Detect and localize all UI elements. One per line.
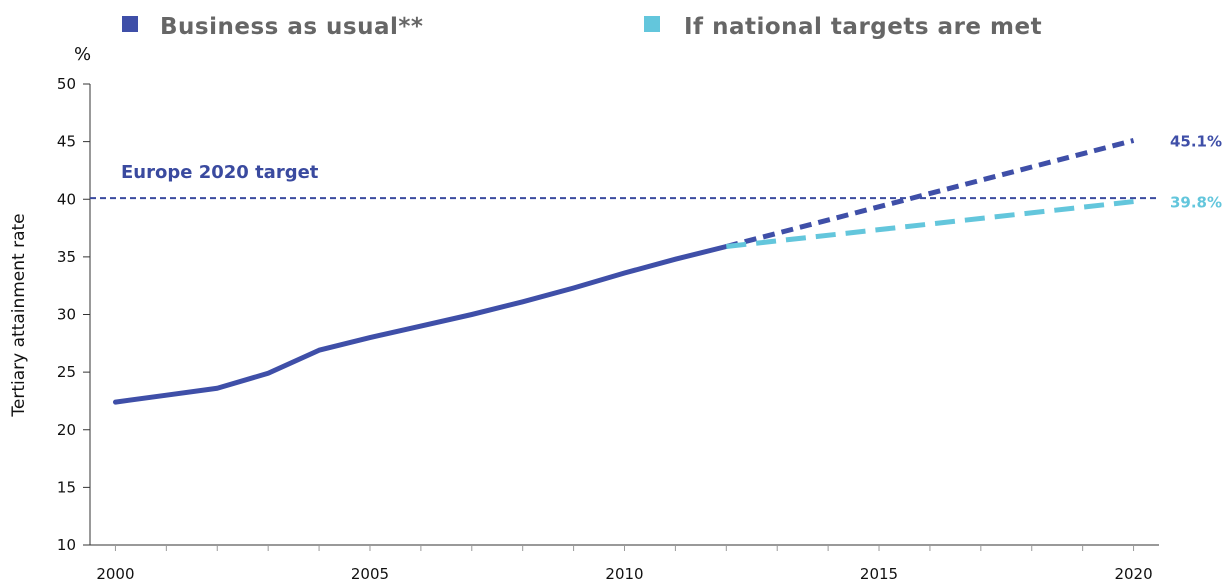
series-group xyxy=(112,138,1135,405)
series-2-point-0 xyxy=(725,245,728,248)
x-tick-label: 2005 xyxy=(351,565,389,581)
series-0-point-2 xyxy=(216,387,219,390)
y-tick-label: 15 xyxy=(57,478,76,496)
series-0-point-5 xyxy=(368,336,371,339)
europe-2020-target-label: Europe 2020 target xyxy=(121,162,319,183)
series-0-point-6 xyxy=(419,325,422,328)
series-0-point-1 xyxy=(165,394,168,397)
y-axis-unit-label: % xyxy=(74,44,91,65)
y-tick-label: 50 xyxy=(57,75,76,93)
x-tick-label: 2000 xyxy=(96,565,134,581)
legend-swatch-business-as-usual xyxy=(122,16,138,32)
end-label-1: 39.8% xyxy=(1170,194,1222,212)
x-axis-ticks: 2000 2005 2010 2015 2020 xyxy=(96,545,1153,581)
series-1-point-1 xyxy=(1132,139,1135,142)
y-tick-label: 35 xyxy=(57,248,76,266)
y-tick-label: 25 xyxy=(57,363,76,381)
y-tick-label: 20 xyxy=(57,421,76,439)
series-line-2 xyxy=(726,199,1134,249)
series-0-point-10 xyxy=(623,272,626,275)
legend-label-national-targets: If national targets are met xyxy=(684,14,1042,40)
series-0-point-4 xyxy=(318,349,321,352)
series-0-point-11 xyxy=(674,258,677,261)
series-2-point-1 xyxy=(1132,200,1135,203)
end-label-0: 45.1% xyxy=(1170,132,1222,150)
x-tick-label: 2020 xyxy=(1114,565,1152,581)
series-line-0 xyxy=(112,244,729,405)
legend-swatch-national-targets xyxy=(644,16,660,32)
legend: Business as usual** If national targets … xyxy=(122,14,1042,40)
series-0-point-9 xyxy=(572,286,575,289)
y-axis-ticks: 10 15 20 25 30 35 40 45 50 xyxy=(57,75,90,554)
axes xyxy=(89,84,1159,546)
reference-line-group: Europe 2020 target xyxy=(90,162,1159,200)
series-0-point-7 xyxy=(470,313,473,316)
series-0-point-3 xyxy=(267,372,270,375)
series-0-point-8 xyxy=(521,300,524,303)
series-0-point-0 xyxy=(114,401,117,404)
legend-label-business-as-usual: Business as usual** xyxy=(160,14,423,40)
x-tick-label: 2010 xyxy=(605,565,643,581)
y-tick-label: 45 xyxy=(57,133,76,151)
y-tick-label: 10 xyxy=(57,536,76,554)
y-axis-title: Tertiary attainment rate xyxy=(9,213,29,417)
x-tick-label: 2015 xyxy=(860,565,898,581)
y-tick-label: 30 xyxy=(57,306,76,324)
y-tick-label: 40 xyxy=(57,190,76,208)
series-line-1 xyxy=(725,138,1135,249)
end-labels: 45.1% 39.8% xyxy=(1170,132,1222,211)
